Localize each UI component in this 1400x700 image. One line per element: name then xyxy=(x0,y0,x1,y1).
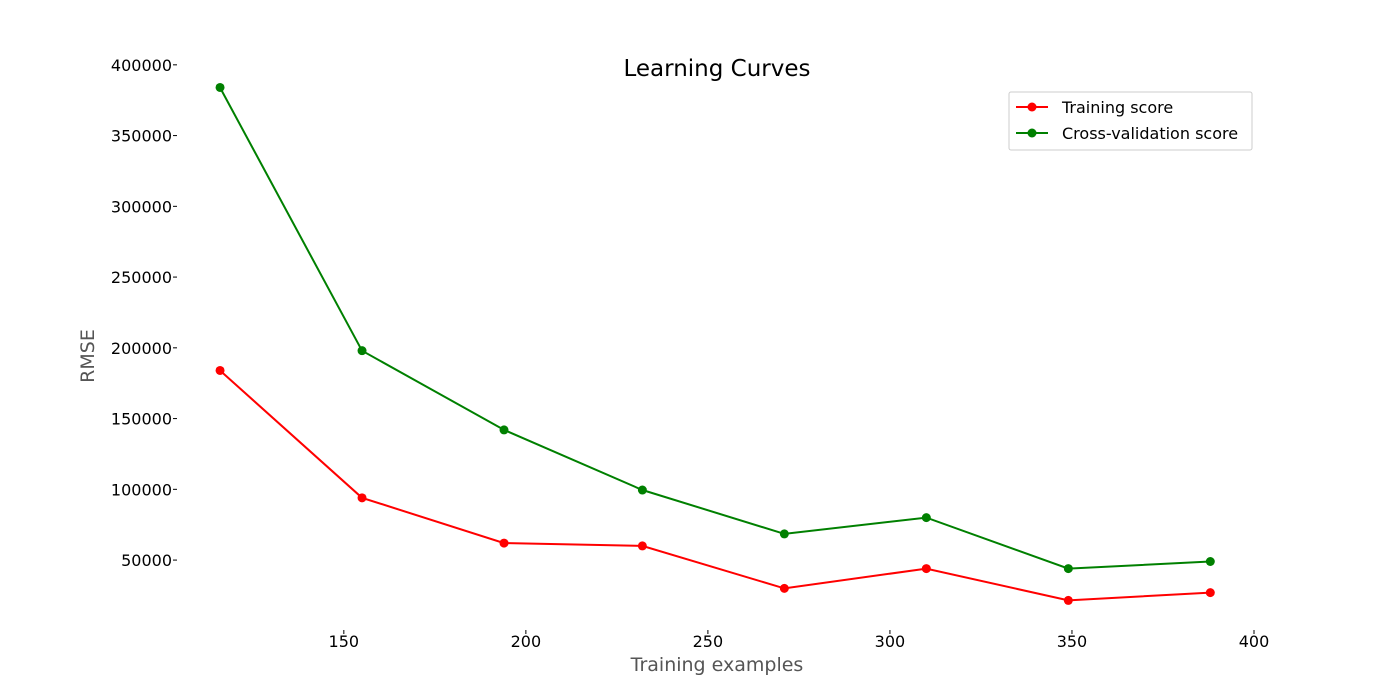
legend-item-training: Training score xyxy=(1016,98,1173,117)
data-point-cross-validation xyxy=(215,82,225,92)
x-tick-label: 250 xyxy=(693,632,724,651)
series-line-training xyxy=(219,369,1211,602)
legend-frame xyxy=(1008,91,1253,151)
y-axis: 50000 100000 150000 200000 250000 300000 35000… xyxy=(111,56,177,570)
x-tick-label: 300 xyxy=(875,632,906,651)
data-point-training xyxy=(357,493,367,503)
x-tick-label: 350 xyxy=(1057,632,1088,651)
series-line-cross-validation xyxy=(219,87,1211,570)
legend: Training score Cross-validation score xyxy=(1008,91,1253,151)
data-point-cross-validation xyxy=(779,529,789,539)
data-point-training xyxy=(1063,595,1073,605)
chart-title: Learning Curves xyxy=(624,56,811,82)
data-point-cross-validation xyxy=(357,346,367,356)
y-tick-label: 250000 xyxy=(111,268,172,287)
x-axis-label: Training examples xyxy=(630,654,804,676)
x-tick-label: 150 xyxy=(329,632,360,651)
y-tick-label: 150000 xyxy=(111,410,172,429)
y-axis-label: RMSE xyxy=(77,329,99,383)
y-tick-label: 100000 xyxy=(111,480,172,499)
y-tick-label: 400000 xyxy=(111,56,172,75)
x-axis: 150 200 250 300 350 400 xyxy=(329,630,1270,651)
y-tick-label: 350000 xyxy=(111,127,172,146)
plot-area xyxy=(215,82,1215,605)
y-tick-label: 200000 xyxy=(111,339,172,358)
data-point-training xyxy=(921,564,931,574)
data-point-cross-validation xyxy=(499,425,509,435)
legend-marker-training xyxy=(1027,102,1037,112)
x-tick-label: 400 xyxy=(1239,632,1270,651)
data-point-cross-validation xyxy=(1205,556,1215,566)
data-point-training xyxy=(1205,588,1215,598)
legend-label-cross-validation: Cross-validation score xyxy=(1062,124,1238,143)
data-point-training xyxy=(215,365,225,375)
data-point-cross-validation xyxy=(921,513,931,523)
x-tick-label: 200 xyxy=(511,632,542,651)
legend-item-cross-validation: Cross-validation score xyxy=(1016,124,1238,143)
legend-marker-cross-validation xyxy=(1027,128,1037,138)
data-point-training xyxy=(779,583,789,593)
series-training xyxy=(215,365,1215,605)
data-point-training xyxy=(499,538,509,548)
series-cross-validation xyxy=(215,82,1215,574)
legend-label-training: Training score xyxy=(1061,98,1173,117)
y-tick-label: 50000 xyxy=(121,551,172,570)
y-tick-label: 300000 xyxy=(111,197,172,216)
data-point-cross-validation xyxy=(1063,564,1073,574)
data-point-training xyxy=(637,541,647,551)
data-point-cross-validation xyxy=(637,485,647,495)
